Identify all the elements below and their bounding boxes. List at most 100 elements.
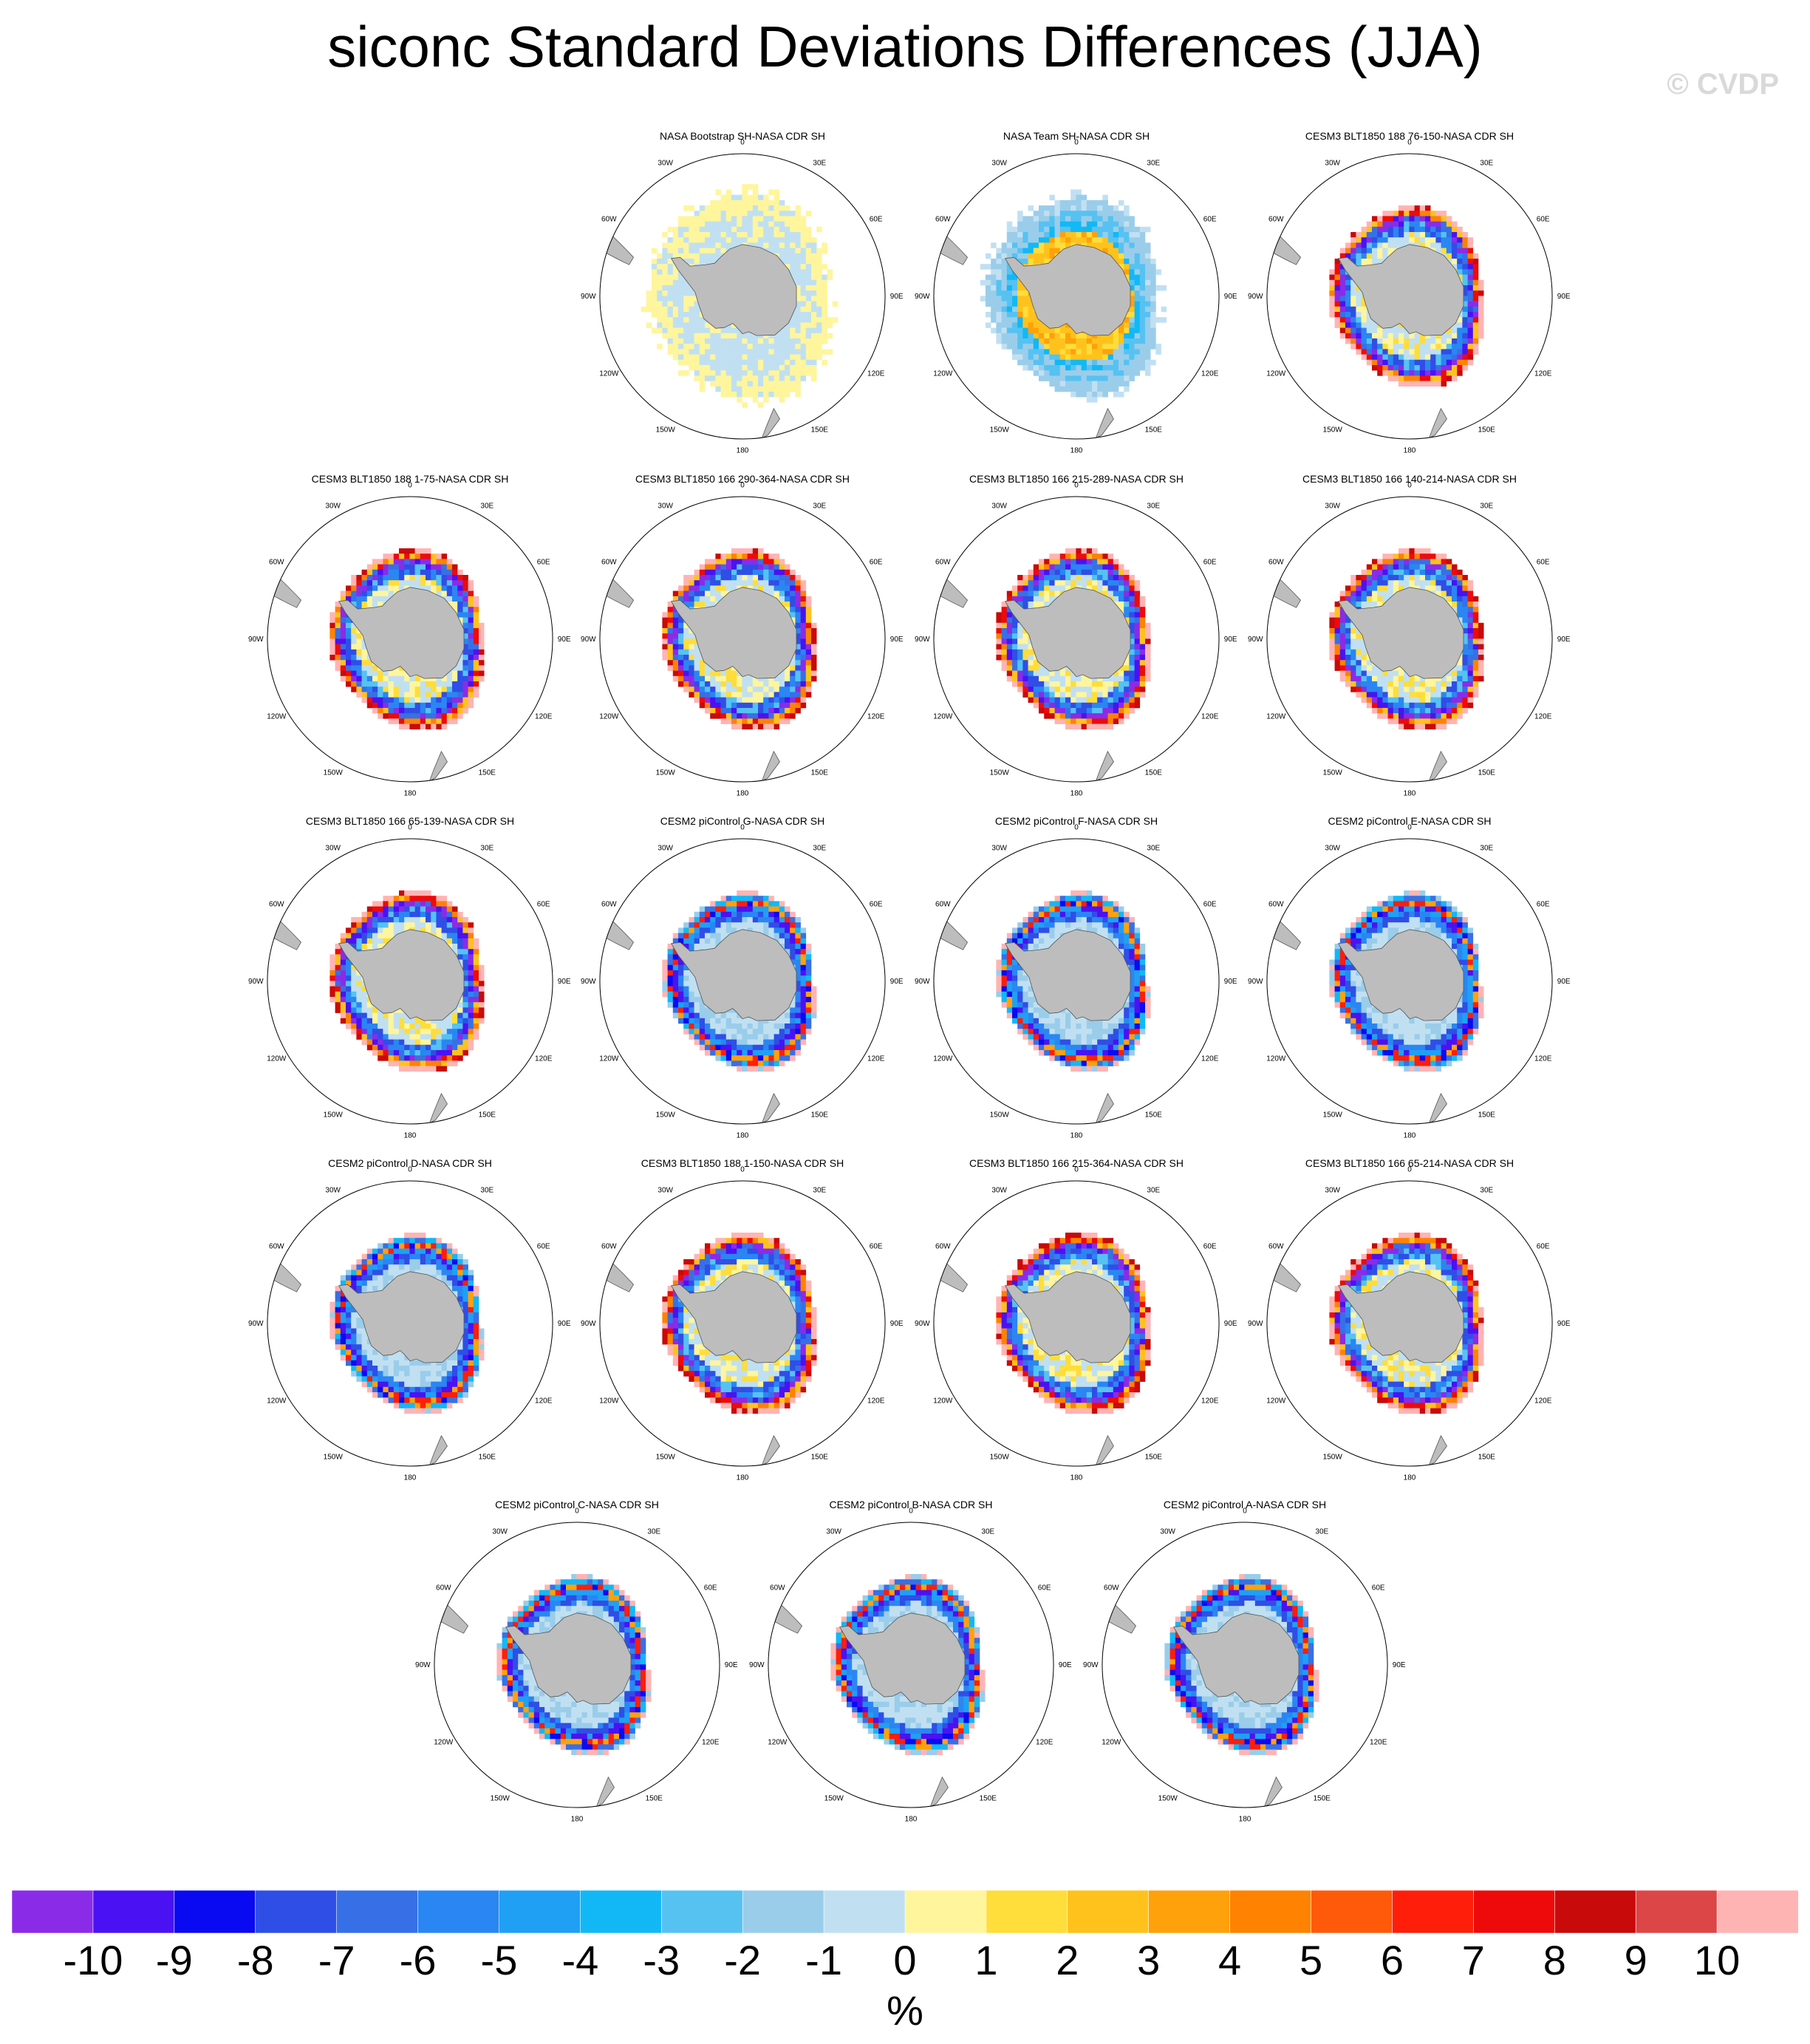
map-panel: CESM3 BLT1850 166 290-364-NASA CDR SH 0 30… xyxy=(581,473,904,798)
longitude-label: 180 xyxy=(1070,447,1083,455)
longitude-label: 30W xyxy=(492,1527,508,1536)
longitude-label: 60E xyxy=(1372,1584,1385,1592)
longitude-label: 30W xyxy=(1325,502,1340,510)
longitude-label: 90W xyxy=(915,636,930,644)
panel-title: CESM3 BLT1850 166 215-364-NASA CDR SH xyxy=(969,1157,1184,1169)
longitude-label: 150E xyxy=(646,1795,663,1803)
map-panel-grid: NASA Bootstrap SH-NASA CDR SH 0 30E 60E 90E 1… xyxy=(248,130,1571,1824)
longitude-label: 150E xyxy=(811,426,829,435)
longitude-label: 30E xyxy=(1480,844,1493,852)
colorbar-tick-label: -6 xyxy=(399,1937,437,1983)
longitude-label: 90E xyxy=(1557,1320,1571,1328)
panel-title: CESM2 piControl B-NASA CDR SH xyxy=(829,1499,993,1510)
longitude-label: 90E xyxy=(1224,1320,1237,1328)
longitude-label: 150E xyxy=(1145,1454,1163,1462)
longitude-label: 90E xyxy=(1224,293,1237,301)
colorbar-swatch xyxy=(92,1890,175,1933)
colorbar-tick-label: 1 xyxy=(974,1937,998,1983)
colorbar-tick-label: -7 xyxy=(318,1937,355,1983)
longitude-label: 90E xyxy=(1224,636,1237,644)
longitude-label: 60W xyxy=(436,1584,451,1592)
colorbar-tick-label: 7 xyxy=(1461,1937,1485,1983)
longitude-label: 60W xyxy=(269,1243,284,1251)
longitude-label: 90E xyxy=(558,978,571,986)
longitude-label: 120W xyxy=(1266,712,1286,720)
colorbar-tick-label: 0 xyxy=(893,1937,917,1983)
longitude-label: 30E xyxy=(480,1186,494,1194)
polar-map: 0 30E 60E 90E 120E 150E 180 150W 120W 90W 60W 30W xyxy=(415,1507,738,1823)
longitude-label: 120E xyxy=(702,1738,720,1746)
longitude-label: 150E xyxy=(1314,1795,1331,1803)
longitude-label: 0 xyxy=(1074,1165,1079,1173)
map-panel: NASA Bootstrap SH-NASA CDR SH 0 30E 60E 90E 1… xyxy=(581,130,904,455)
longitude-label: 150E xyxy=(1478,769,1496,777)
longitude-label: 60E xyxy=(870,559,883,567)
colorbar-swatch xyxy=(499,1890,581,1933)
longitude-label: 180 xyxy=(1404,1474,1416,1482)
longitude-label: 90E xyxy=(890,978,904,986)
longitude-label: 60W xyxy=(269,901,284,909)
colorbar-swatch xyxy=(580,1890,663,1933)
colorbar-swatch xyxy=(1635,1890,1718,1933)
longitude-label: 150W xyxy=(656,769,676,777)
longitude-label: 60W xyxy=(770,1584,785,1592)
longitude-label: 180 xyxy=(1070,1474,1083,1482)
longitude-label: 120E xyxy=(867,1397,885,1405)
longitude-label: 180 xyxy=(737,1132,749,1140)
longitude-label: 90W xyxy=(581,978,596,986)
longitude-label: 120W xyxy=(267,712,287,720)
longitude-label: 60W xyxy=(1268,1243,1284,1251)
longitude-label: 90E xyxy=(1059,1661,1072,1669)
longitude-label: 30W xyxy=(1325,159,1340,167)
longitude-label: 0 xyxy=(1407,823,1412,831)
colorbar-swatch xyxy=(174,1890,256,1933)
longitude-label: 90E xyxy=(1557,293,1571,301)
antarctica-landmass xyxy=(670,244,797,336)
longitude-label: 120W xyxy=(267,1055,287,1063)
longitude-label: 0 xyxy=(1074,138,1079,146)
longitude-label: 120W xyxy=(599,1055,619,1063)
longitude-label: 30E xyxy=(480,844,494,852)
longitude-label: 60E xyxy=(1203,216,1217,224)
longitude-label: 90W xyxy=(915,293,930,301)
map-panel: CESM2 piControl C-NASA CDR SH 0 30E 60E 90E 1… xyxy=(415,1499,738,1824)
colorbar-tick-label: 9 xyxy=(1624,1937,1647,1983)
longitude-label: 150E xyxy=(1478,1454,1496,1462)
panel-title: CESM3 BLT1850 166 65-214-NASA CDR SH xyxy=(1305,1157,1514,1169)
longitude-label: 150E xyxy=(811,769,829,777)
longitude-label: 120W xyxy=(267,1397,287,1405)
panel-title: NASA Team SH-NASA CDR SH xyxy=(1003,130,1150,142)
longitude-label: 30E xyxy=(813,844,826,852)
polar-map: 0 30E 60E 90E 120E 150E 180 150W 120W 90W 60W 30W xyxy=(248,1165,571,1482)
longitude-label: 60W xyxy=(935,559,951,567)
antarctica-landmass xyxy=(670,929,797,1021)
longitude-label: 0 xyxy=(1407,481,1412,489)
polar-map: 0 30E 60E 90E 120E 150E 180 150W 120W 90W 60W 30W xyxy=(1083,1507,1406,1823)
longitude-label: 0 xyxy=(1407,1165,1412,1173)
longitude-label: 120W xyxy=(434,1738,454,1746)
longitude-label: 120E xyxy=(1534,1397,1552,1405)
longitude-label: 30W xyxy=(325,1186,341,1194)
longitude-label: 90E xyxy=(890,636,904,644)
longitude-label: 150W xyxy=(324,769,344,777)
longitude-label: 150E xyxy=(1145,1111,1163,1120)
polar-map: 0 30E 60E 90E 120E 150E 180 150W 120W 90W 60W 30W xyxy=(1248,481,1571,797)
map-panel: CESM3 BLT1850 188 76-150-NASA CDR SH 0 30E… xyxy=(1248,130,1571,455)
antarctica-landmass xyxy=(505,1612,632,1705)
longitude-label: 30W xyxy=(1325,844,1340,852)
longitude-label: 120E xyxy=(1036,1738,1053,1746)
map-panel: CESM2 piControl F-NASA CDR SH 0 30E 60E 90E 1… xyxy=(915,815,1237,1140)
longitude-label: 60E xyxy=(1537,1243,1550,1251)
longitude-label: 60W xyxy=(1268,559,1284,567)
longitude-label: 120W xyxy=(933,1055,953,1063)
panel-title: CESM3 BLT1850 188 76-150-NASA CDR SH xyxy=(1305,130,1514,142)
longitude-label: 30E xyxy=(1147,159,1160,167)
longitude-label: 90W xyxy=(1248,978,1263,986)
longitude-label: 90W xyxy=(581,1320,596,1328)
longitude-label: 150W xyxy=(656,1454,676,1462)
map-panel: CESM2 piControl G-NASA CDR SH 0 30E 60E 90E 1… xyxy=(581,815,904,1140)
longitude-label: 120W xyxy=(599,369,619,378)
longitude-label: 150W xyxy=(990,1454,1010,1462)
longitude-label: 30W xyxy=(991,159,1007,167)
polar-map: 0 30E 60E 90E 120E 150E 180 150W 120W 90W 60W 30W xyxy=(248,481,571,797)
